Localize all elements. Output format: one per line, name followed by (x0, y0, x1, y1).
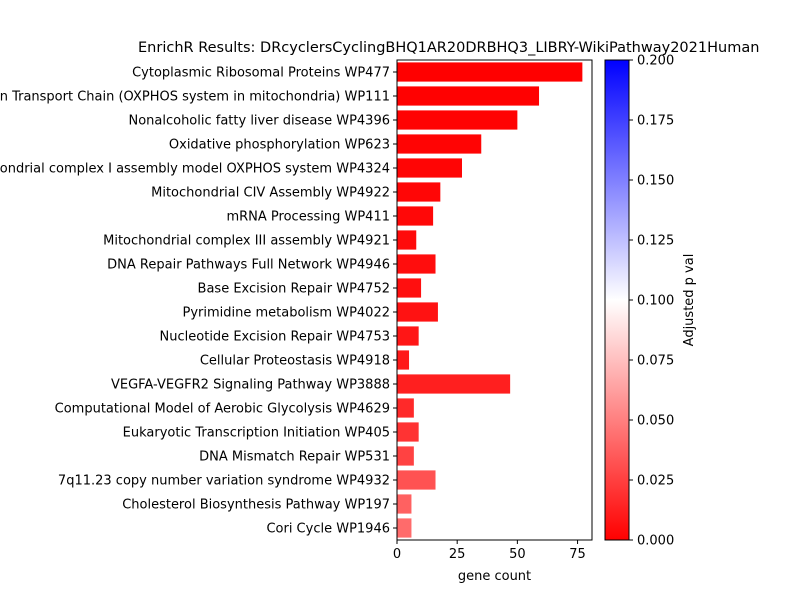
colorbar-ticks: 0.000 0.025 0.050 0.075 0.100 0.125 0.150 0.175… (629, 54, 674, 549)
bar (397, 326, 419, 346)
colorbar-tick-label: 0.025 (637, 474, 674, 489)
x-axis: 0 25 50 75 (393, 540, 586, 562)
y-tick-label: mRNA Processing WP411 (226, 210, 390, 225)
bar (397, 398, 414, 418)
bar (397, 494, 412, 514)
bar (397, 254, 436, 274)
bar (397, 206, 434, 226)
bars-group (397, 62, 583, 538)
bar (397, 374, 511, 394)
bar (397, 62, 583, 82)
y-tick-labels: Cytoplasmic Ribosomal Proteins WP477 Elec… (0, 66, 397, 537)
y-tick-label: 7q11.23 copy number variation syndrome W… (58, 474, 390, 489)
bar (397, 134, 482, 154)
colorbar-label: Adjusted p val (682, 254, 697, 347)
y-tick-label: VEGFA-VEGFR2 Signaling Pathway WP3888 (111, 378, 390, 393)
colorbar-tick-label: 0.050 (637, 414, 674, 429)
bar (397, 446, 414, 466)
bar (397, 110, 518, 130)
bar (397, 422, 419, 442)
colorbar-tick-label: 0.000 (637, 534, 674, 549)
bar (397, 86, 540, 106)
bar (397, 470, 436, 490)
y-tick-label: Pyrimidine metabolism WP4022 (183, 306, 391, 321)
y-tick-label: Cholesterol Biosynthesis Pathway WP197 (122, 498, 390, 513)
colorbar-tick-label: 0.100 (637, 294, 674, 309)
bar (397, 182, 441, 202)
x-tick-label: 0 (393, 547, 401, 562)
y-tick-label: Base Excision Repair WP4752 (198, 282, 390, 297)
colorbar-tick-label: 0.125 (637, 234, 674, 249)
bar (397, 278, 422, 298)
y-tick-label: Cellular Proteostasis WP4918 (200, 354, 390, 369)
bar (397, 518, 412, 538)
y-tick-label: Cori Cycle WP1946 (266, 522, 390, 537)
y-tick-label: Cytoplasmic Ribosomal Proteins WP477 (132, 66, 390, 81)
x-axis-label: gene count (458, 569, 531, 584)
y-tick-label: Eukaryotic Transcription Initiation WP40… (123, 426, 390, 441)
x-tick-label: 50 (509, 547, 526, 562)
bar (397, 302, 438, 322)
x-tick-label: 75 (569, 547, 586, 562)
bar (397, 158, 462, 178)
y-tick-label: DNA Repair Pathways Full Network WP4946 (107, 258, 390, 273)
chart-title: EnrichR Results: DRcyclersCyclingBHQ1AR2… (138, 40, 759, 56)
y-tick-label: Computational Model of Aerobic Glycolysi… (55, 402, 390, 417)
colorbar-tick-label: 0.150 (637, 174, 674, 189)
bar (397, 350, 410, 370)
y-tick-label: Mitochondrial complex I assembly model O… (0, 162, 390, 177)
y-tick-label: Mitochondrial CIV Assembly WP4922 (151, 186, 390, 201)
y-tick-label: Electron Transport Chain (OXPHOS system … (0, 90, 390, 105)
y-tick-label: Nucleotide Excision Repair WP4753 (160, 330, 390, 345)
colorbar-tick-label: 0.075 (637, 354, 674, 369)
bar (397, 230, 417, 250)
colorbar-tick-label: 0.200 (637, 54, 674, 69)
x-tick-label: 25 (449, 547, 466, 562)
colorbar (604, 59, 630, 541)
y-tick-label: Nonalcoholic fatty liver disease WP4396 (128, 114, 390, 129)
colorbar-tick-label: 0.175 (637, 114, 674, 129)
y-tick-label: Oxidative phosphorylation WP623 (169, 138, 390, 153)
plot-frame (396, 59, 593, 541)
y-tick-label: Mitochondrial complex III assembly WP492… (103, 234, 390, 249)
y-tick-label: DNA Mismatch Repair WP531 (199, 450, 390, 465)
